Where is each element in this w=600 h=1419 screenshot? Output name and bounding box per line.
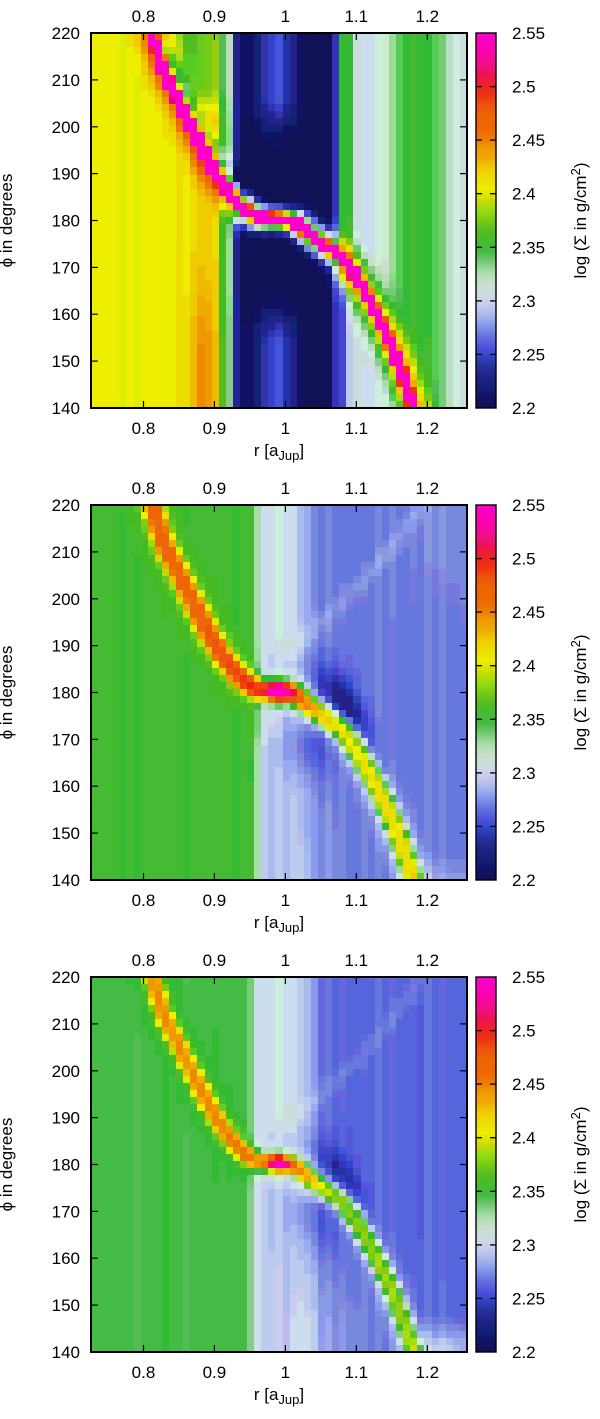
- svg-text:180: 180: [52, 684, 80, 703]
- svg-text:180: 180: [52, 1156, 80, 1175]
- svg-text:0.8: 0.8: [132, 7, 156, 26]
- svg-text:2.35: 2.35: [512, 710, 545, 729]
- svg-text:0.8: 0.8: [132, 1363, 156, 1382]
- svg-text:210: 210: [52, 71, 80, 90]
- svg-text:190: 190: [52, 637, 80, 656]
- svg-text:0.9: 0.9: [203, 1363, 227, 1382]
- svg-text:1.2: 1.2: [415, 951, 439, 970]
- svg-text:2.55: 2.55: [512, 496, 545, 515]
- svg-text:2.4: 2.4: [512, 185, 536, 204]
- svg-text:160: 160: [52, 305, 80, 324]
- svg-text:2.3: 2.3: [512, 764, 536, 783]
- svg-text:1.1: 1.1: [344, 1363, 368, 1382]
- svg-text:200: 200: [52, 118, 80, 137]
- svg-text:2.45: 2.45: [512, 603, 545, 622]
- svg-text:220: 220: [52, 968, 80, 987]
- svg-text:1.1: 1.1: [344, 479, 368, 498]
- svg-text:1.1: 1.1: [344, 7, 368, 26]
- svg-text:0.8: 0.8: [132, 891, 156, 910]
- svg-text:2.5: 2.5: [512, 550, 536, 569]
- svg-text:190: 190: [52, 1109, 80, 1128]
- svg-text:0.8: 0.8: [132, 479, 156, 498]
- svg-text:220: 220: [52, 24, 80, 43]
- svg-text:r [aJup]: r [aJup]: [254, 913, 304, 935]
- svg-text:r [aJup]: r [aJup]: [254, 1385, 304, 1407]
- svg-text:180: 180: [52, 212, 80, 231]
- svg-text:0.9: 0.9: [203, 419, 227, 438]
- svg-text:r [aJup]: r [aJup]: [254, 441, 304, 463]
- svg-text:2.55: 2.55: [512, 24, 545, 43]
- svg-text:170: 170: [52, 730, 80, 749]
- svg-text:2.2: 2.2: [512, 1343, 536, 1362]
- svg-text:150: 150: [52, 1296, 80, 1315]
- svg-text:ϕ in degrees: ϕ in degrees: [0, 1118, 16, 1212]
- svg-text:160: 160: [52, 777, 80, 796]
- svg-text:150: 150: [52, 352, 80, 371]
- svg-text:0.9: 0.9: [203, 951, 227, 970]
- svg-text:1.2: 1.2: [415, 7, 439, 26]
- svg-text:1.2: 1.2: [415, 419, 439, 438]
- svg-text:1.2: 1.2: [415, 891, 439, 910]
- svg-text:1.1: 1.1: [344, 891, 368, 910]
- svg-text:2.35: 2.35: [512, 238, 545, 257]
- svg-text:2.45: 2.45: [512, 1075, 545, 1094]
- svg-text:150: 150: [52, 824, 80, 843]
- svg-text:1: 1: [281, 1363, 290, 1382]
- svg-text:1: 1: [281, 891, 290, 910]
- svg-text:200: 200: [52, 590, 80, 609]
- svg-text:1: 1: [281, 419, 290, 438]
- svg-text:0.9: 0.9: [203, 479, 227, 498]
- svg-text:ϕ in degrees: ϕ in degrees: [0, 646, 16, 740]
- svg-text:2.25: 2.25: [512, 345, 545, 364]
- svg-text:2.2: 2.2: [512, 871, 536, 890]
- svg-text:0.8: 0.8: [132, 419, 156, 438]
- svg-text:2.3: 2.3: [512, 292, 536, 311]
- svg-text:1.1: 1.1: [344, 419, 368, 438]
- svg-text:2.2: 2.2: [512, 399, 536, 418]
- svg-text:210: 210: [52, 1015, 80, 1034]
- svg-text:0.9: 0.9: [203, 891, 227, 910]
- svg-text:0.8: 0.8: [132, 951, 156, 970]
- svg-text:170: 170: [52, 258, 80, 277]
- svg-text:1.2: 1.2: [415, 479, 439, 498]
- svg-text:1.2: 1.2: [415, 1363, 439, 1382]
- svg-text:2.55: 2.55: [512, 968, 545, 987]
- svg-text:2.5: 2.5: [512, 1022, 536, 1041]
- svg-text:1: 1: [281, 7, 290, 26]
- svg-text:140: 140: [52, 399, 80, 418]
- svg-text:2.25: 2.25: [512, 1289, 545, 1308]
- svg-text:2.4: 2.4: [512, 657, 536, 676]
- svg-text:160: 160: [52, 1249, 80, 1268]
- svg-text:log (Σ in g/cm2): log (Σ in g/cm2): [568, 162, 590, 278]
- svg-text:200: 200: [52, 1062, 80, 1081]
- svg-text:210: 210: [52, 543, 80, 562]
- svg-text:2.4: 2.4: [512, 1129, 536, 1148]
- svg-text:140: 140: [52, 1343, 80, 1362]
- svg-text:140: 140: [52, 871, 80, 890]
- svg-text:170: 170: [52, 1202, 80, 1221]
- svg-text:log (Σ in g/cm2): log (Σ in g/cm2): [568, 1106, 590, 1222]
- svg-text:ϕ in degrees: ϕ in degrees: [0, 174, 16, 268]
- svg-text:2.35: 2.35: [512, 1182, 545, 1201]
- svg-text:2.3: 2.3: [512, 1236, 536, 1255]
- svg-text:log (Σ in g/cm2): log (Σ in g/cm2): [568, 634, 590, 750]
- svg-text:0.9: 0.9: [203, 7, 227, 26]
- svg-text:2.25: 2.25: [512, 817, 545, 836]
- svg-text:1: 1: [281, 479, 290, 498]
- svg-text:2.5: 2.5: [512, 78, 536, 97]
- svg-text:2.45: 2.45: [512, 131, 545, 150]
- svg-text:190: 190: [52, 165, 80, 184]
- svg-text:220: 220: [52, 496, 80, 515]
- svg-text:1: 1: [281, 951, 290, 970]
- svg-text:1.1: 1.1: [344, 951, 368, 970]
